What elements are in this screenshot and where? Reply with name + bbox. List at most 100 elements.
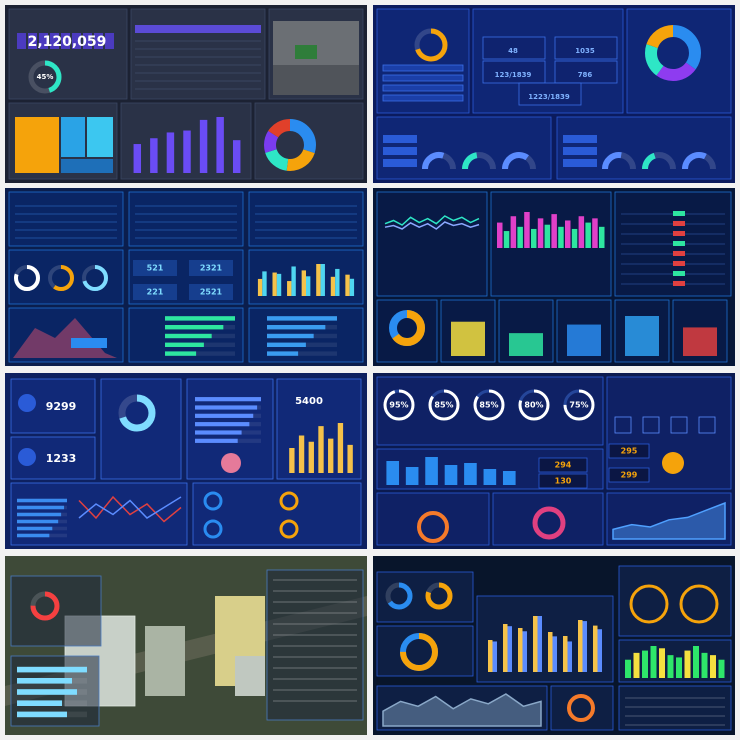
building <box>235 656 265 696</box>
value-text: 1223/1839 <box>528 93 570 101</box>
value-text: 1035 <box>575 47 595 55</box>
tile <box>5 556 367 735</box>
list-row <box>563 135 597 143</box>
stat-box <box>518 82 582 106</box>
stat-box <box>608 443 650 459</box>
bar <box>582 621 587 672</box>
value-text: 85% <box>434 401 453 410</box>
bar <box>291 266 296 296</box>
bar <box>386 461 400 485</box>
bar <box>216 117 224 173</box>
bar <box>298 435 305 473</box>
tile: 2,120,059 45% <box>5 5 367 183</box>
ring <box>28 60 62 94</box>
panel <box>376 299 438 363</box>
panel <box>476 595 614 683</box>
status <box>673 231 685 236</box>
bar <box>308 441 314 473</box>
ring-icon <box>567 694 595 722</box>
spike <box>510 216 517 248</box>
bar <box>548 632 553 672</box>
ring <box>48 265 74 291</box>
hbar <box>165 351 197 356</box>
bar <box>503 624 508 672</box>
spike <box>503 231 510 248</box>
digit-cell <box>39 33 48 49</box>
hbar <box>267 316 337 321</box>
hbar <box>17 526 53 531</box>
building <box>145 626 185 696</box>
gauge <box>642 152 656 170</box>
spike <box>551 214 557 248</box>
list-row <box>383 159 417 167</box>
bar <box>492 641 497 672</box>
tile: 9299 1233 5400 <box>5 373 367 549</box>
panel <box>618 565 732 637</box>
bar <box>659 648 665 678</box>
panel <box>376 492 490 546</box>
treemap-cell <box>87 117 113 157</box>
hbar <box>17 512 62 517</box>
value-text: 130 <box>555 477 572 486</box>
bar <box>593 625 598 672</box>
level-bar <box>509 333 543 356</box>
list-row <box>563 159 597 167</box>
ring <box>385 582 413 610</box>
ring <box>383 389 415 421</box>
line <box>78 495 182 523</box>
ring <box>414 28 448 62</box>
bar <box>667 655 674 678</box>
hbar <box>165 325 224 330</box>
bar-track <box>267 351 337 356</box>
pie-segment <box>645 25 701 81</box>
ring <box>563 389 595 421</box>
building-icon <box>698 416 716 434</box>
panel <box>266 569 364 721</box>
gauge-ring <box>417 511 449 543</box>
tile: 521 2321 221 2521 <box>5 188 367 366</box>
gauge <box>502 152 529 170</box>
ring <box>389 310 425 346</box>
bar <box>199 119 208 173</box>
treemap-cell <box>15 117 59 173</box>
bar <box>301 270 306 296</box>
digit-cell <box>72 33 81 49</box>
list-row <box>382 74 464 82</box>
stat-box <box>133 284 177 300</box>
hbar <box>267 325 326 330</box>
bar <box>347 444 353 473</box>
value-text: 295 <box>621 447 638 456</box>
hbar <box>17 711 67 718</box>
value-text: 2321 <box>200 264 223 273</box>
hbar <box>17 519 59 524</box>
spike <box>592 218 598 248</box>
bar <box>522 631 527 672</box>
pie-segment <box>264 119 316 171</box>
spike <box>517 226 523 248</box>
panel <box>8 8 128 100</box>
value-text: 2,120,059 <box>28 34 107 50</box>
list-row <box>382 64 464 72</box>
value-text: 294 <box>555 461 572 470</box>
stat-box <box>482 60 546 84</box>
panel <box>376 685 548 731</box>
spike <box>544 224 551 248</box>
digit-cell <box>50 33 59 49</box>
arc <box>629 584 669 624</box>
gauge <box>422 152 445 170</box>
panel <box>618 685 732 731</box>
value-text: 85% <box>479 401 498 410</box>
value-text: 521 <box>147 264 164 273</box>
tile <box>373 188 735 366</box>
status <box>673 251 685 256</box>
hbar <box>195 422 250 427</box>
building-icon <box>642 416 660 434</box>
table-header <box>135 25 261 33</box>
bar <box>335 268 340 296</box>
bar <box>345 274 350 296</box>
value-text: 95% <box>389 401 408 410</box>
bar <box>405 467 419 485</box>
bar <box>318 426 324 473</box>
